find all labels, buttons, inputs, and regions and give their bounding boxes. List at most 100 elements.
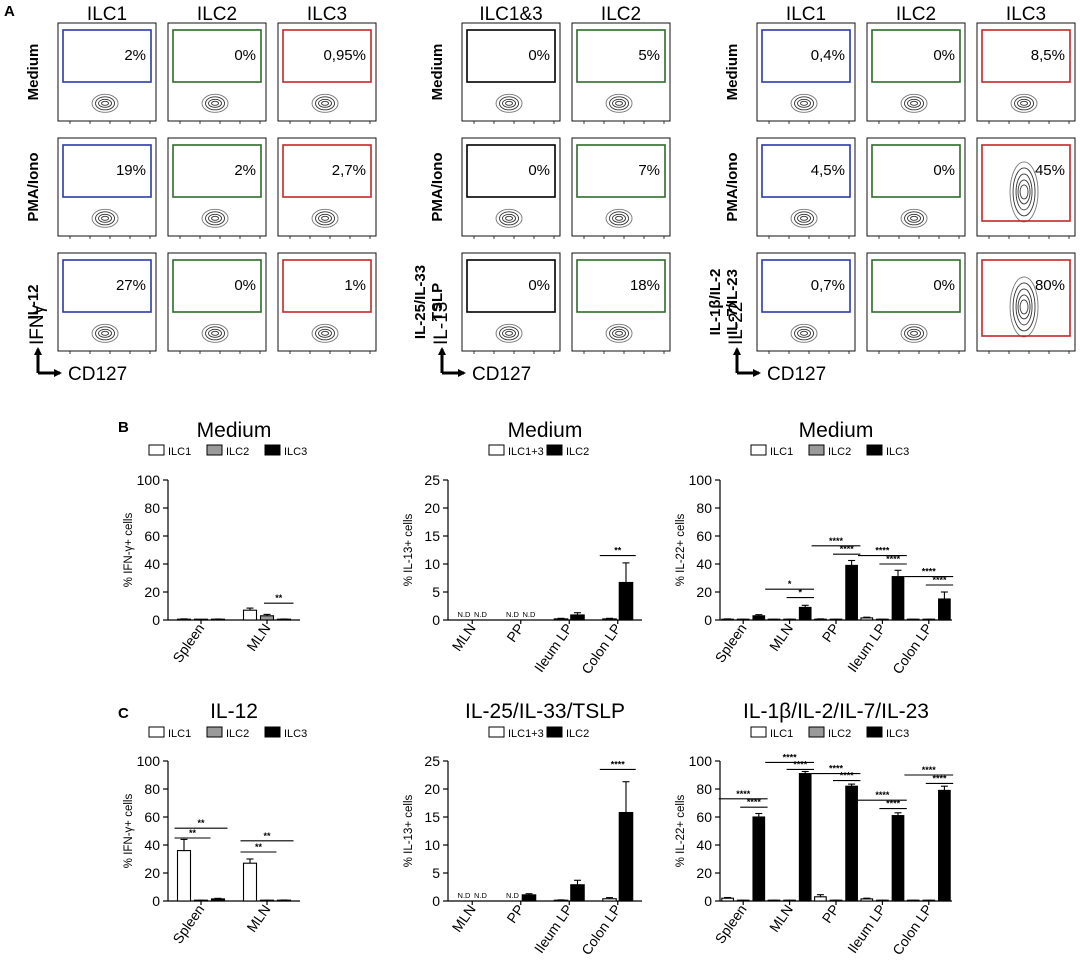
legend-label: ILC1 xyxy=(168,446,191,458)
bar xyxy=(845,785,858,902)
legend-swatch xyxy=(206,726,223,738)
gate-percentage: 0% xyxy=(933,47,955,64)
contour-line xyxy=(612,328,626,338)
contour-line xyxy=(1009,161,1039,223)
gate-box xyxy=(981,29,1071,83)
chart-title: IL-25/IL-33/TSLP xyxy=(465,700,625,723)
x-tick-label-group: PP xyxy=(503,621,527,645)
flow-plot: 18% xyxy=(571,252,671,354)
y-tick-label: 80 xyxy=(144,781,160,797)
y-axis-title: % IL-22+ cells xyxy=(675,794,687,867)
x-tick-label: Colon LP xyxy=(889,621,935,677)
flow-plot-frame xyxy=(167,252,267,352)
flow-plot-frame xyxy=(571,252,671,352)
gate-percentage: 0,95% xyxy=(323,47,366,64)
flow-plot: 0% xyxy=(167,252,267,354)
flow-row-label-line: Medium xyxy=(25,44,42,101)
significance-stars: ** xyxy=(275,593,283,603)
gate-box xyxy=(172,29,262,83)
flow-plot-frame xyxy=(277,137,377,237)
flow-row-label: Medium xyxy=(429,44,446,101)
gate-box xyxy=(576,259,666,313)
y-tick-label: 20 xyxy=(424,500,440,516)
gate-percentage: 0% xyxy=(528,47,550,64)
y-tick-label: 40 xyxy=(696,556,712,572)
legend-swatch xyxy=(148,444,165,456)
flow-row-label: Medium xyxy=(25,44,42,101)
y-tick-label: 60 xyxy=(144,809,160,825)
significance-stars: **** xyxy=(932,773,947,783)
x-tick-label-group: MLN xyxy=(243,902,273,935)
contour-line xyxy=(101,100,109,106)
flow-row-label-line: Medium xyxy=(724,44,741,101)
contour-line xyxy=(900,323,928,343)
bar-chart: IL-12 ILC1 ILC2 ILC3 0 20 40 60 80 100 % IFN-γ+ ce… xyxy=(123,700,307,946)
flow-plot: 45% xyxy=(976,137,1076,239)
flow-column-header: ILC1 xyxy=(786,4,826,25)
flow-plot-frame xyxy=(461,22,561,122)
gate-percentage: 5% xyxy=(638,47,660,64)
contour-line xyxy=(101,215,109,221)
contour-line xyxy=(609,326,629,341)
gate-box xyxy=(871,144,961,198)
gate-box xyxy=(981,259,1071,337)
panel-label-b: B xyxy=(118,419,129,436)
bar xyxy=(242,609,258,621)
contour-line xyxy=(495,208,523,228)
gate-box xyxy=(62,144,152,198)
gate-percentage: 0% xyxy=(933,277,955,294)
gate-box xyxy=(172,144,262,198)
bar xyxy=(860,617,874,621)
bar-label: N.D xyxy=(523,610,537,619)
contour-line xyxy=(797,328,811,338)
y-tick-label: 20 xyxy=(144,584,160,600)
bar xyxy=(570,884,585,902)
x-tick-label-group: MLN xyxy=(449,902,479,935)
legend-swatch xyxy=(546,444,563,456)
x-tick-label-group: MLN xyxy=(449,621,479,654)
y-tick-label: 100 xyxy=(689,753,713,769)
y-tick-label: 40 xyxy=(144,556,160,572)
legend-label: ILC2 xyxy=(226,728,249,740)
flow-row-label-line: PMA/Iono xyxy=(724,152,741,221)
flow-plot-frame xyxy=(167,22,267,122)
contour-line xyxy=(318,328,332,338)
x-tick-label: MLN xyxy=(449,621,479,654)
contour-line xyxy=(201,208,229,228)
gate-box xyxy=(282,29,372,83)
y-tick-label: 25 xyxy=(424,753,440,769)
contour-line xyxy=(900,93,928,113)
legend-swatch xyxy=(808,444,825,456)
contour-line xyxy=(1012,167,1036,217)
flow-plot: 0,4% xyxy=(756,22,856,124)
chart-title: IL-1β/IL-2/IL-7/IL-23 xyxy=(743,700,929,723)
y-tick-label: 15 xyxy=(424,528,440,544)
gate-percentage: 19% xyxy=(116,162,146,179)
bar-label: N.D xyxy=(458,610,472,619)
bar-chart: Medium ILC1 ILC2 ILC3 0 20 40 60 80 100 % IL-22+ c… xyxy=(675,419,954,677)
flow-column-header: ILC3 xyxy=(307,4,347,25)
x-tick-label: PP xyxy=(503,621,527,645)
flow-plot: 0,7% xyxy=(756,252,856,354)
y-tick-label: 0 xyxy=(152,893,160,909)
x-tick-label-group: Ileum LP xyxy=(844,902,889,956)
contour-line xyxy=(205,96,225,111)
contour-line xyxy=(91,208,119,228)
y-tick-label: 20 xyxy=(696,584,712,600)
y-tick-label: 100 xyxy=(137,472,161,488)
x-tick-label-group: Colon LP xyxy=(578,621,624,677)
contour-line xyxy=(502,213,516,223)
contour-line xyxy=(201,93,229,113)
flow-plot: 0,95% xyxy=(277,22,377,124)
gate-box xyxy=(282,144,372,198)
gate-box xyxy=(761,144,851,198)
contour-line xyxy=(615,100,623,106)
contour-line xyxy=(505,100,513,106)
flow-column-header: ILC2 xyxy=(601,4,641,25)
contour-line xyxy=(499,96,519,111)
y-tick-label: 0 xyxy=(704,612,712,628)
flow-column-header: ILC1 xyxy=(87,4,127,25)
contour-line xyxy=(315,326,335,341)
flow-row-label: PMA/Iono xyxy=(724,152,741,221)
flow-plot-frame xyxy=(277,22,377,122)
